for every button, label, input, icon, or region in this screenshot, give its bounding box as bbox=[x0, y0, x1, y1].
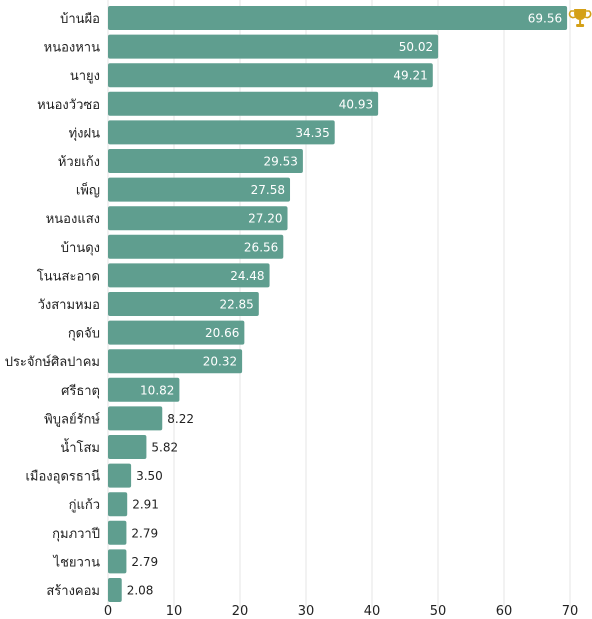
value-label: 20.66 bbox=[205, 326, 239, 340]
category-labels: บ้านผือหนองหานนายูงหนองวัวซอทุ่งฝนห้วยเก… bbox=[5, 11, 101, 599]
bar bbox=[108, 549, 127, 574]
value-label: 24.48 bbox=[230, 269, 264, 283]
value-label: 3.50 bbox=[136, 469, 163, 483]
category-label: หนองหาน bbox=[44, 41, 100, 56]
category-label: น้ำโสม bbox=[60, 438, 100, 456]
category-label: เมืองอุดรธานี bbox=[25, 469, 100, 485]
bar bbox=[108, 406, 163, 431]
bar bbox=[108, 578, 122, 602]
category-label: ไชยวาน bbox=[53, 554, 101, 570]
value-label: 2.08 bbox=[127, 584, 154, 598]
trophy-cup bbox=[574, 9, 587, 20]
value-labels: 69.56 50.02 49.21 40.93 34.35 29.53 27.58 27.20… bbox=[127, 12, 562, 598]
category-label: ทุ่งฝน bbox=[69, 126, 101, 141]
x-tick-label: 60 bbox=[496, 604, 513, 619]
bar bbox=[108, 91, 379, 116]
bar bbox=[108, 63, 433, 88]
value-label: 5.82 bbox=[151, 441, 178, 455]
x-axis: 0 10 20 30 40 50 60 70 bbox=[104, 604, 578, 619]
bar bbox=[108, 206, 288, 231]
x-tick-label: 40 bbox=[364, 604, 381, 619]
trophy-handle-left bbox=[568, 10, 576, 19]
bar bbox=[108, 349, 243, 374]
category-label: โนนสะอาด bbox=[37, 268, 100, 284]
value-label: 26.56 bbox=[244, 240, 278, 254]
bar bbox=[108, 435, 147, 459]
bar bbox=[108, 120, 335, 145]
bar bbox=[108, 463, 132, 488]
value-label: 2.79 bbox=[131, 526, 158, 540]
value-label: 40.93 bbox=[339, 97, 373, 111]
trophy-base bbox=[576, 24, 585, 27]
x-tick-label: 70 bbox=[562, 604, 579, 619]
category-label: กุมภวาปี bbox=[52, 526, 100, 542]
bar bbox=[108, 149, 303, 173]
category-label: นายูง bbox=[70, 69, 100, 84]
bar bbox=[108, 492, 128, 517]
category-label: หนองวัวซอ bbox=[37, 98, 100, 113]
x-tick-label: 10 bbox=[166, 604, 183, 619]
value-label: 22.85 bbox=[219, 298, 253, 312]
value-label: 27.58 bbox=[251, 183, 285, 197]
category-label: ประจักษ์ศิลปาคม bbox=[5, 354, 100, 370]
x-tick-label: 50 bbox=[430, 604, 447, 619]
x-tick-label: 30 bbox=[298, 604, 315, 619]
bar bbox=[108, 320, 245, 345]
category-label: วังสามหมอ bbox=[38, 298, 100, 313]
x-tick-label: 20 bbox=[232, 604, 249, 619]
category-label: บ้านผือ bbox=[60, 11, 100, 27]
bar bbox=[108, 377, 180, 402]
value-label: 34.35 bbox=[295, 126, 329, 140]
value-label: 69.56 bbox=[528, 12, 562, 26]
trophy-handle-right bbox=[584, 10, 592, 19]
category-label: บ้านดุง bbox=[61, 241, 100, 256]
bar bbox=[108, 34, 439, 59]
bar bbox=[108, 263, 270, 288]
trophy-icon bbox=[568, 9, 592, 27]
bar bbox=[108, 6, 568, 30]
value-label: 10.82 bbox=[140, 383, 174, 397]
bars bbox=[108, 6, 568, 602]
category-label: หนองแสง bbox=[46, 212, 100, 227]
bar bbox=[108, 177, 291, 202]
value-label: 2.79 bbox=[131, 555, 158, 569]
x-tick-label: 0 bbox=[104, 604, 112, 619]
value-label: 50.02 bbox=[399, 40, 433, 54]
category-label: ศรีธาตุ bbox=[61, 383, 100, 399]
bar bbox=[108, 292, 259, 316]
category-label: กุดจับ bbox=[68, 327, 100, 342]
value-label: 49.21 bbox=[393, 69, 427, 83]
bar bbox=[108, 520, 127, 545]
category-label: เพ็ญ bbox=[76, 181, 100, 199]
category-label: พิบูลย์รักษ์ bbox=[44, 411, 100, 427]
value-label: 8.22 bbox=[167, 412, 194, 426]
value-label: 2.91 bbox=[132, 498, 159, 512]
bar bbox=[108, 234, 284, 259]
trophy-stem bbox=[579, 20, 582, 24]
value-label: 27.20 bbox=[248, 212, 282, 226]
value-label: 20.32 bbox=[203, 355, 237, 369]
value-label: 29.53 bbox=[264, 155, 298, 169]
category-label: กู่แก้ว bbox=[69, 498, 100, 513]
category-label: ห้วยเก้ง bbox=[58, 155, 100, 170]
category-label: สร้างคอม bbox=[46, 584, 100, 599]
